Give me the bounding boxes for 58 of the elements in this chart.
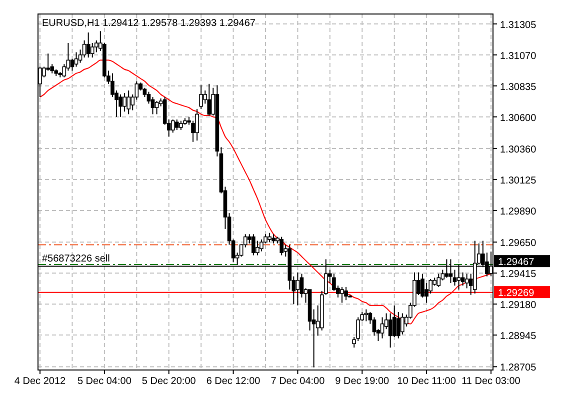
ref-line-label: #56873226 sell <box>42 254 110 265</box>
y-tick-label: 1.29415 <box>500 269 537 280</box>
candlestick <box>175 118 179 131</box>
candlestick <box>300 273 304 298</box>
chart-title: EURUSD,H1 1.29412 1.29578 1.29393 1.29467 <box>42 18 256 29</box>
y-tick-label: 1.28705 <box>500 362 537 374</box>
candlestick <box>86 32 90 58</box>
y-tick-label: 1.30600 <box>500 112 537 124</box>
candlestick <box>207 83 212 116</box>
y-tick-label: 1.30835 <box>500 82 537 93</box>
x-tick-label: 10 Dec 11:00 <box>397 376 456 387</box>
candlestick <box>268 232 272 243</box>
candlestick <box>388 312 392 348</box>
candlestick <box>364 308 368 322</box>
candlestick <box>179 120 183 131</box>
y-tick-label: 1.30360 <box>500 144 537 156</box>
y-tick-label: 1.29890 <box>500 206 537 218</box>
y-tick-label: 1.31070 <box>500 50 537 62</box>
candlestick <box>150 96 155 115</box>
y-tick-label: 1.31305 <box>500 20 537 31</box>
candlestick <box>199 84 203 110</box>
candlestick <box>272 234 276 244</box>
candlestick <box>344 286 348 301</box>
candlestick <box>256 240 260 256</box>
candlestick <box>74 52 78 68</box>
y-tick-label: 1.29180 <box>500 300 537 312</box>
y-tick-label: 1.29650 <box>500 238 537 250</box>
x-tick-label: 5 Dec 04:00 <box>77 376 132 387</box>
candlestick <box>436 273 441 288</box>
candlestick <box>280 236 284 256</box>
x-tick-label: 7 Dec 04:00 <box>270 376 326 387</box>
x-tick-label: 4 Dec 2012 <box>14 376 66 387</box>
ref-line-label: 1.29467 <box>498 257 535 268</box>
candlestick <box>464 273 469 289</box>
candlestick <box>70 58 74 72</box>
y-tick-label: 1.30125 <box>500 175 537 186</box>
candlestick <box>170 118 175 134</box>
y-tick-label: 1.28945 <box>500 331 537 342</box>
candlestick <box>400 312 404 335</box>
candlestick <box>380 316 384 339</box>
candlestick <box>195 108 199 142</box>
candlestick <box>296 272 300 306</box>
candlestick <box>340 286 344 304</box>
candlestick <box>424 282 428 304</box>
candlestick <box>452 269 457 286</box>
candlestick <box>118 94 122 118</box>
x-tick-label: 9 Dec 19:00 <box>335 376 390 387</box>
x-tick-label: 5 Dec 20:00 <box>142 376 196 387</box>
candlestick <box>396 311 400 339</box>
x-tick-label: 11 Dec 03:00 <box>462 376 521 387</box>
x-tick-label: 6 Dec 12:00 <box>206 376 261 387</box>
ref-line-label: 1.29269 <box>498 288 535 300</box>
candlestick <box>252 234 256 256</box>
candlestick <box>126 90 131 115</box>
candlestick <box>122 92 126 112</box>
candlestick <box>90 42 94 58</box>
candlestick <box>146 91 151 104</box>
candlestick <box>154 100 159 115</box>
